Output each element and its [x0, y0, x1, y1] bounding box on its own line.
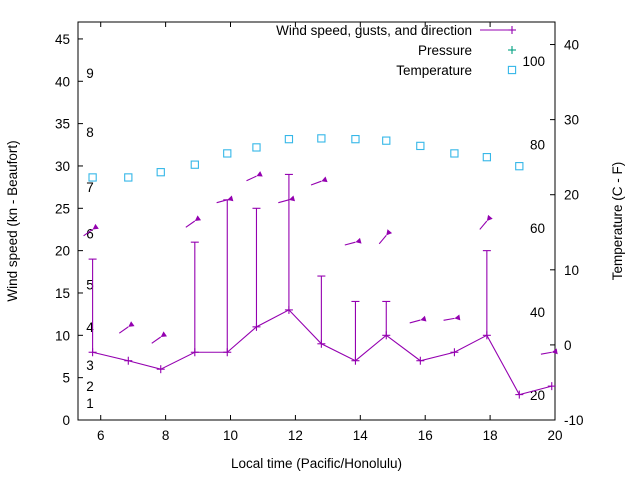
y-tick-label: 45: [55, 32, 70, 47]
y-tick-label: 30: [55, 159, 70, 174]
wind-direction-arrow: [344, 237, 362, 246]
wind-direction-arrow: [378, 229, 393, 245]
marker-square: [507, 65, 517, 75]
y-tick-label: 15: [55, 286, 70, 301]
wind-direction-arrow: [310, 176, 328, 186]
beaufort-label: 8: [86, 125, 94, 140]
marker-square: [124, 173, 133, 182]
beaufort-label: 3: [86, 358, 94, 373]
wind-direction-arrow: [246, 171, 263, 182]
marker-square: [317, 134, 326, 143]
fahrenheit-label: 20: [530, 388, 545, 403]
y-tick-label: 0: [62, 413, 70, 428]
wind-direction-arrow: [185, 215, 202, 228]
beaufort-label: 2: [86, 379, 94, 394]
marker-square: [382, 136, 391, 145]
fahrenheit-label: 40: [530, 305, 545, 320]
fahrenheit-label: 100: [522, 54, 545, 69]
plot-frame: [77, 21, 556, 421]
beaufort-label: 4: [86, 320, 94, 335]
x-tick-label: 20: [547, 428, 562, 443]
x-tick-label: 6: [97, 428, 105, 443]
legend-label-0: Wind speed, gusts, and direction: [276, 23, 472, 38]
beaufort-label: 9: [86, 66, 94, 81]
wind-direction-arrow: [443, 314, 461, 321]
wind-direction-arrow: [216, 195, 234, 204]
wind-direction-arrow: [83, 223, 99, 237]
marker-square: [351, 134, 360, 144]
y-tick-label: 35: [55, 117, 70, 132]
x-tick-label: 16: [418, 428, 433, 443]
marker-square: [190, 160, 199, 169]
y-tick-label: 40: [55, 74, 70, 89]
x-tick-label: 12: [288, 428, 303, 443]
wind-direction-arrow: [409, 315, 427, 324]
y2-axis-label: Temperature (C - F): [610, 162, 625, 281]
y2-tick-label: 30: [564, 113, 579, 128]
wind-direction-arrow: [540, 348, 558, 355]
x-tick-label: 8: [162, 428, 170, 443]
marker-square: [416, 141, 425, 151]
y2-tick-label: 10: [564, 263, 579, 278]
y-tick-label: 5: [62, 371, 70, 386]
marker-square: [284, 134, 294, 144]
y2-tick-label: 40: [564, 38, 579, 53]
legend-label-1: Pressure: [418, 43, 472, 58]
marker-square: [515, 162, 524, 171]
x-tick-label: 14: [353, 428, 369, 443]
fahrenheit-label: 80: [530, 137, 545, 152]
x-tick-label: 10: [223, 428, 238, 443]
beaufort-label: 5: [86, 278, 94, 293]
y2-tick-label: -10: [564, 413, 584, 428]
beaufort-label: 7: [86, 180, 94, 195]
beaufort-label: 6: [86, 227, 94, 242]
y2-tick-label: 0: [564, 338, 572, 353]
marker-square: [482, 153, 492, 162]
x-tick-label: 18: [483, 428, 498, 443]
wind-direction-arrow: [479, 214, 493, 230]
x-axis-label: Local time (Pacific/Honolulu): [231, 456, 402, 471]
marker-square: [88, 173, 97, 182]
marker-square: [450, 149, 459, 158]
wind-direction-arrow: [118, 321, 135, 334]
wind-speed-line: [92, 309, 552, 396]
y-axis-label: Wind speed (kn - Beaufort): [5, 140, 20, 301]
marker-square: [156, 168, 165, 177]
y-tick-label: 25: [55, 201, 70, 216]
y2-tick-label: 20: [564, 188, 579, 203]
y-tick-label: 20: [55, 244, 70, 259]
marker-square: [252, 143, 261, 152]
wind-direction-arrow: [151, 331, 167, 344]
beaufort-label: 1: [86, 396, 94, 411]
wind-direction-arrow: [278, 195, 296, 204]
legend-label-2: Temperature: [396, 63, 472, 78]
y-tick-label: 10: [55, 328, 70, 343]
marker-square: [223, 149, 232, 158]
fahrenheit-label: 60: [530, 221, 545, 236]
